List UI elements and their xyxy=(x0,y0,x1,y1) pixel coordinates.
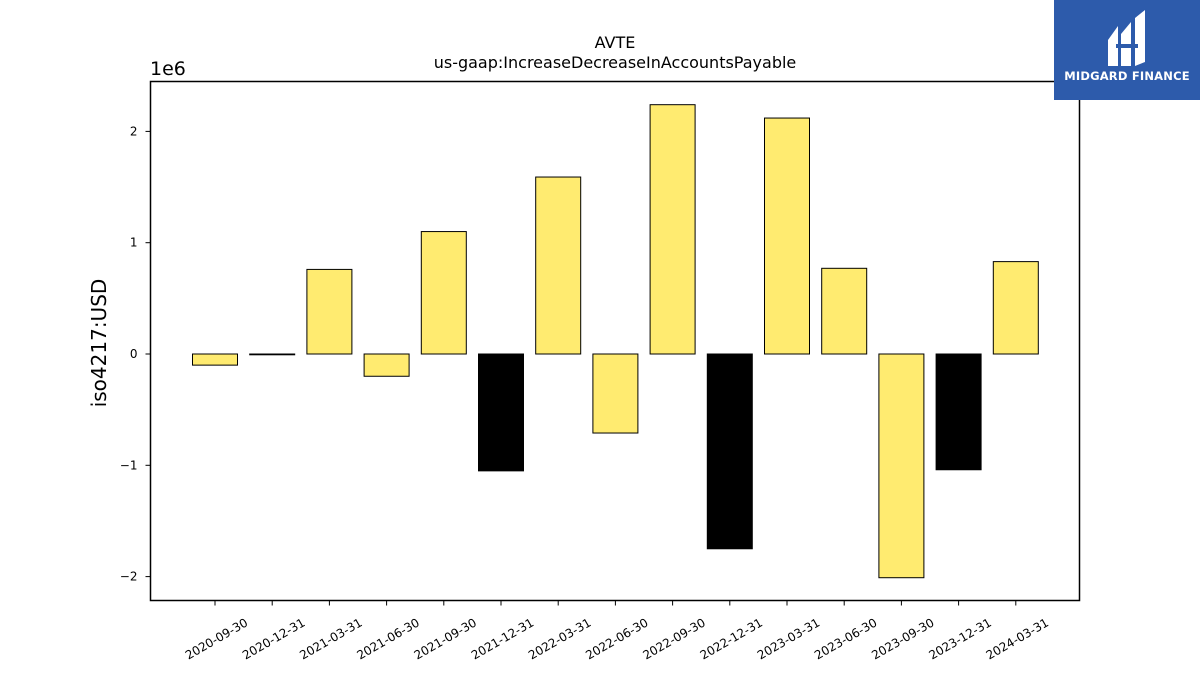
plot-frame xyxy=(149,80,1081,602)
x-tick-label: 2022-03-31 xyxy=(526,616,593,663)
x-tick-label: 2023-06-30 xyxy=(812,616,879,663)
x-tick-label: 2023-03-31 xyxy=(755,616,822,663)
y-tick-label: 2 xyxy=(130,124,138,138)
x-tick-label: 2021-09-30 xyxy=(412,616,479,663)
x-tick-label: 2020-09-30 xyxy=(183,616,250,663)
bar-2020-12-31 xyxy=(249,353,296,356)
y-axis-label: iso4217:USD xyxy=(87,279,111,408)
bar-2021-03-31 xyxy=(306,268,353,355)
bar-2024-03-31 xyxy=(992,261,1039,355)
brand-logo: MIDGARD FINANCE xyxy=(1054,0,1200,100)
chart-title: AVTE xyxy=(595,33,636,52)
bar-2021-09-30 xyxy=(420,231,467,355)
bar-2023-03-31 xyxy=(764,117,810,355)
x-tick-label: 2022-09-30 xyxy=(640,616,707,663)
x-tick-label: 2024-03-31 xyxy=(984,616,1051,663)
x-tick-label: 2023-09-30 xyxy=(869,616,936,663)
x-tick-label: 2022-12-31 xyxy=(698,616,765,663)
bar-2020-09-30 xyxy=(192,353,238,366)
bar-2022-12-31 xyxy=(706,353,753,550)
x-tick-label: 2022-06-30 xyxy=(583,616,650,663)
logo-text: MIDGARD FINANCE xyxy=(1064,69,1190,83)
bar-2022-09-30 xyxy=(649,104,696,355)
logo-mark-icon xyxy=(1108,10,1145,66)
x-tick-label: 2020-12-31 xyxy=(240,616,307,663)
bar-2023-12-31 xyxy=(935,353,982,471)
x-tick-label: 2021-12-31 xyxy=(469,616,536,663)
bar-2022-06-30 xyxy=(592,353,639,434)
bar-2023-06-30 xyxy=(821,267,868,355)
y-tick-label: 1 xyxy=(130,236,138,250)
chart-subtitle: us-gaap:IncreaseDecreaseInAccountsPayabl… xyxy=(434,53,797,72)
x-tick-label: 2021-06-30 xyxy=(354,616,421,663)
y-tick-label: 0 xyxy=(130,347,138,361)
y-tick-label: −2 xyxy=(120,570,138,584)
y-tick-label: −1 xyxy=(120,458,138,472)
x-tick-label: 2021-03-31 xyxy=(297,616,364,663)
bar-2021-12-31 xyxy=(478,353,524,472)
y-scale-label: 1e6 xyxy=(150,58,186,80)
bars-layer xyxy=(192,104,1039,579)
x-tick-label: 2023-12-31 xyxy=(926,616,993,663)
bar-2021-06-30 xyxy=(363,353,410,377)
bar-2022-03-31 xyxy=(535,176,582,355)
bar-2023-09-30 xyxy=(878,353,925,579)
